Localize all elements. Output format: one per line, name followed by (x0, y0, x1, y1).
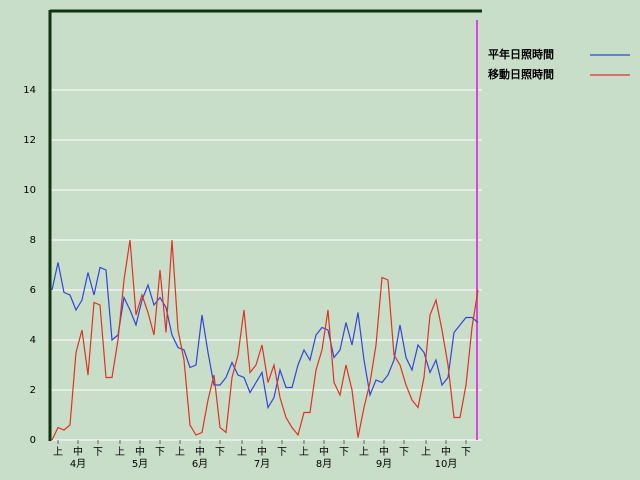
x-tick-label: 下 (277, 447, 287, 458)
series-line (51, 239, 479, 441)
y-tick-label: 2 (30, 385, 36, 396)
month-label: 8月 (316, 458, 332, 470)
x-tick-label: 中 (195, 445, 205, 458)
x-tick-label: 下 (339, 447, 349, 458)
month-label: 7月 (254, 458, 270, 470)
x-tick-label: 下 (93, 447, 103, 458)
x-tick-label: 中 (319, 445, 329, 458)
legend-label: 移動日照時間 (488, 67, 554, 81)
series-line (51, 262, 479, 410)
month-label: 6月 (192, 458, 208, 470)
x-tick-label: 上 (421, 446, 431, 458)
y-tick-label: 0 (30, 435, 36, 446)
month-label: 5月 (132, 458, 148, 470)
x-tick-label: 上 (175, 446, 185, 458)
y-tick-label: 8 (30, 235, 36, 246)
x-tick-label: 中 (441, 445, 451, 458)
legend-label: 平年日照時間 (488, 47, 554, 61)
y-tick-label: 4 (30, 335, 36, 346)
x-tick-label: 下 (215, 447, 225, 458)
x-tick-label: 上 (359, 446, 369, 458)
month-label: 4月 (70, 458, 86, 470)
x-tick-label: 下 (399, 447, 409, 458)
x-tick-label: 下 (155, 447, 165, 458)
y-tick-label: 10 (23, 185, 36, 196)
x-tick-label: 上 (237, 446, 247, 458)
x-tick-label: 中 (73, 445, 83, 458)
x-tick-label: 上 (53, 446, 63, 458)
month-label: 10月 (435, 458, 458, 470)
x-tick-label: 上 (299, 446, 309, 458)
y-tick-label: 12 (23, 135, 36, 146)
y-tick-label: 14 (23, 85, 36, 96)
month-label: 9月 (376, 458, 392, 470)
x-tick-label: 中 (135, 445, 145, 458)
y-tick-label: 6 (30, 285, 36, 296)
x-tick-label: 上 (115, 446, 125, 458)
x-tick-label: 中 (379, 445, 389, 458)
x-tick-label: 中 (257, 445, 267, 458)
x-tick-label: 下 (461, 447, 471, 458)
